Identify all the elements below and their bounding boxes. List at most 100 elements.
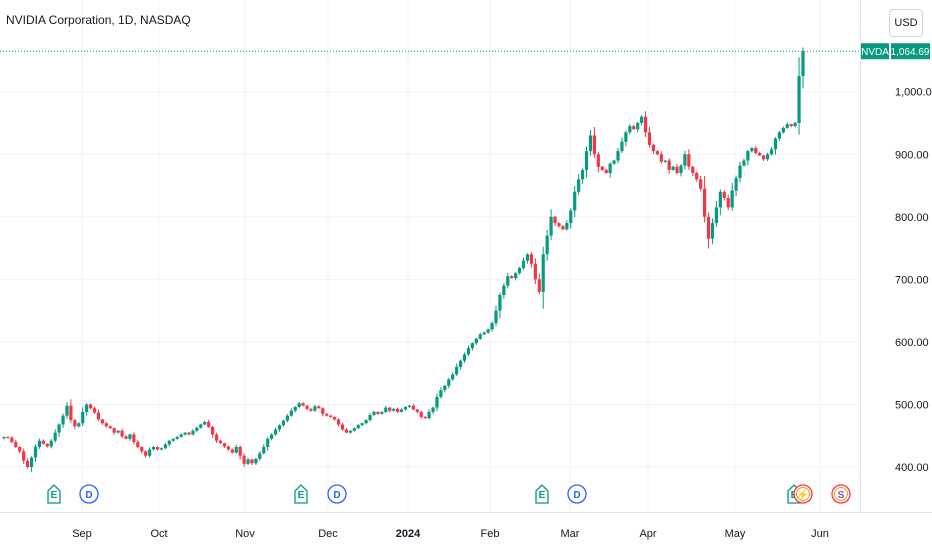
candle xyxy=(706,212,711,249)
candle xyxy=(569,208,573,229)
candle xyxy=(466,345,471,356)
candle xyxy=(65,402,69,419)
candle xyxy=(588,130,593,156)
earnings-marker[interactable]: E xyxy=(535,484,549,504)
candle xyxy=(104,422,108,428)
candle xyxy=(584,146,589,178)
candle xyxy=(557,222,561,228)
candle xyxy=(687,149,691,170)
split-marker[interactable]: S xyxy=(831,484,851,504)
candle xyxy=(384,405,388,414)
candle xyxy=(565,220,569,231)
candle xyxy=(376,411,380,415)
event-label: D xyxy=(85,490,92,501)
price-tick-label: 800.00 xyxy=(895,212,929,224)
candle xyxy=(561,225,565,231)
candle xyxy=(769,147,774,156)
event-markers: EDEDEDE⚡S xyxy=(47,484,851,504)
candle xyxy=(57,423,61,437)
candle xyxy=(537,273,541,295)
candle xyxy=(470,342,474,351)
candle xyxy=(226,445,230,451)
candle xyxy=(474,337,478,345)
candle xyxy=(270,433,274,441)
candle xyxy=(514,272,518,281)
candle xyxy=(553,215,557,227)
price-tick-label: 400.00 xyxy=(895,462,929,474)
candle xyxy=(281,419,286,427)
candle xyxy=(148,447,152,458)
candle xyxy=(179,433,183,438)
split-marker[interactable]: ⚡ xyxy=(793,484,813,504)
candle xyxy=(699,175,703,192)
candle xyxy=(92,406,97,414)
candle xyxy=(439,387,443,399)
price-tick-label: 600.00 xyxy=(895,337,929,349)
candle xyxy=(494,305,498,327)
candle xyxy=(722,190,726,201)
date-tick-label: Jun xyxy=(811,528,829,540)
candle xyxy=(171,438,175,442)
candle xyxy=(29,456,34,472)
candle xyxy=(703,175,707,223)
date-tick-label: Sep xyxy=(72,528,92,540)
candle xyxy=(573,186,577,218)
candle xyxy=(45,443,49,448)
candle xyxy=(628,124,632,135)
candle xyxy=(250,458,254,466)
event-label: S xyxy=(838,490,845,501)
candle xyxy=(120,428,124,439)
dividend-marker[interactable]: D xyxy=(327,484,347,504)
date-tick-label: Mar xyxy=(561,528,580,540)
candle xyxy=(313,404,317,413)
candle xyxy=(801,47,805,89)
candle xyxy=(742,158,746,167)
candle xyxy=(411,404,415,411)
candle xyxy=(266,437,270,451)
candle xyxy=(541,246,545,309)
candle xyxy=(348,430,352,434)
candle xyxy=(6,436,10,439)
candle xyxy=(183,432,187,436)
event-label: D xyxy=(573,490,580,501)
candle xyxy=(388,407,392,413)
candle xyxy=(112,427,116,435)
currency-button[interactable]: USD xyxy=(889,9,923,37)
candle xyxy=(510,275,514,279)
candle xyxy=(18,446,22,454)
candle xyxy=(368,413,372,422)
candle xyxy=(616,147,620,164)
candle xyxy=(37,438,42,449)
candle xyxy=(726,194,730,211)
candle xyxy=(738,161,742,183)
candle xyxy=(679,164,683,177)
candle xyxy=(746,149,750,166)
earnings-marker[interactable]: E xyxy=(294,484,308,504)
candle xyxy=(293,406,297,413)
event-label: ⚡ xyxy=(797,488,809,501)
candle xyxy=(175,436,179,440)
candle xyxy=(214,432,219,443)
candle xyxy=(521,257,526,270)
candle xyxy=(431,406,435,414)
candle xyxy=(529,251,534,268)
candle xyxy=(325,413,329,417)
candle xyxy=(128,433,132,441)
candle xyxy=(710,218,715,245)
candle xyxy=(132,432,136,445)
candle xyxy=(124,435,128,440)
candle xyxy=(777,130,781,142)
earnings-marker[interactable]: E xyxy=(47,484,61,504)
dividend-marker[interactable]: D xyxy=(567,484,587,504)
candle xyxy=(545,229,549,261)
candle xyxy=(399,408,404,413)
candle xyxy=(336,418,341,427)
dividend-marker[interactable]: D xyxy=(79,484,99,504)
candle xyxy=(667,158,671,174)
date-tick-label: Nov xyxy=(235,528,255,540)
candle xyxy=(781,126,785,134)
candle xyxy=(10,436,14,444)
candle xyxy=(199,423,203,429)
price-tag-value-bg xyxy=(891,43,930,60)
